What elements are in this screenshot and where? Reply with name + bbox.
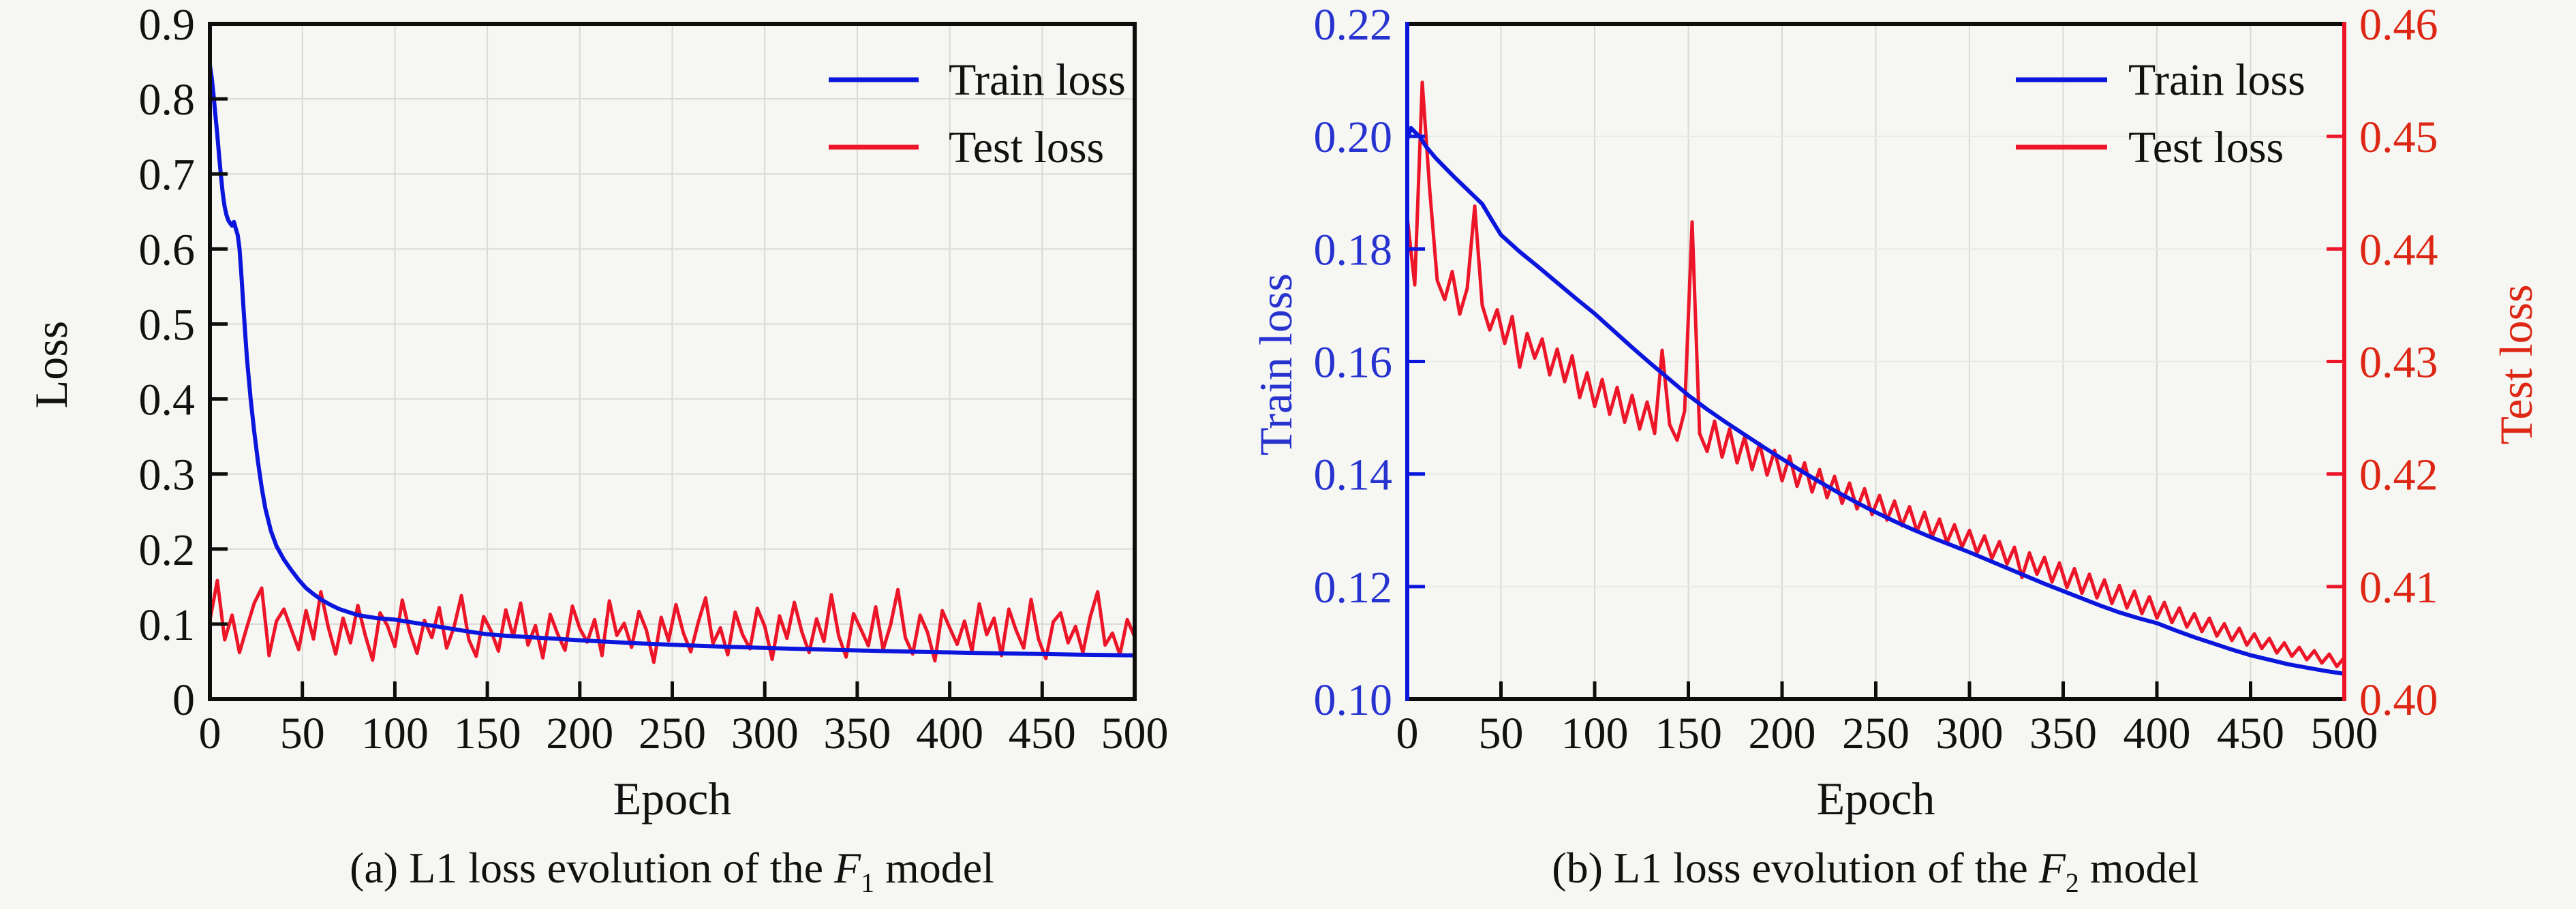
panel-a-caption-suffix: model <box>874 844 994 892</box>
x-tick-label: 150 <box>454 709 521 758</box>
tick-marks <box>210 97 1044 699</box>
tick-marks <box>1407 134 2344 699</box>
x-tick-label: 450 <box>1009 709 1076 758</box>
right-y-tick-label: 0.43 <box>2359 338 2438 388</box>
panel-b-caption-suffix: model <box>2079 844 2199 892</box>
x-tick-label: 50 <box>1479 709 1524 758</box>
x-tick-label: 100 <box>1561 709 1629 758</box>
x-tick-label: 400 <box>916 709 983 758</box>
right-y-tick-label: 0.41 <box>2359 563 2438 613</box>
x-tick-label: 150 <box>1655 709 1722 758</box>
x-tick-label: 300 <box>731 709 799 758</box>
left-y-tick-label: 0.12 <box>1314 563 1393 613</box>
legend: Train loss Test loss <box>829 55 1126 172</box>
legend-label: Test loss <box>2128 123 2284 172</box>
left-y-tick-label: 0.8 <box>139 75 196 125</box>
panel-b-chart: 0 50 100 150 200 250 300 350 400 450 500 0.10 0.12 0.… <box>1314 0 2438 758</box>
x-tick-label: 0 <box>199 709 221 758</box>
panel-b-caption: (b) L1 loss evolution of the F2 model <box>1313 844 2438 897</box>
panel-b-left-y-axis-title: Train loss <box>1250 273 1302 456</box>
legend: Train loss Test loss <box>2016 55 2305 172</box>
right-y-tick-label: 0.45 <box>2359 112 2438 162</box>
tick-labels: 0 50 100 150 200 250 300 350 400 450 500 0 0.1 0.2 0.3… <box>139 0 1169 758</box>
right-y-tick-label: 0.40 <box>2359 675 2438 725</box>
panel-a-caption: (a) L1 loss evolution of the F1 model <box>110 844 1234 897</box>
panel-b-caption-symbol: F <box>2038 844 2066 892</box>
panel-a-x-axis-title: Epoch <box>613 773 732 825</box>
left-y-tick-label: 0.20 <box>1314 112 1393 162</box>
train-loss-line <box>208 63 1137 658</box>
panel-b-caption-prefix: (b) L1 loss evolution of the <box>1552 844 2039 892</box>
left-y-tick-label: 0.4 <box>139 375 196 425</box>
horizontal-gridlines <box>1407 136 2344 587</box>
left-y-tick-label: 0.9 <box>139 0 196 50</box>
panel-a-chart: 0 50 100 150 200 250 300 350 400 450 500 0 0.1 0.2 0.3… <box>139 0 1169 758</box>
x-tick-label: 450 <box>2217 709 2284 758</box>
tick-labels: 0 50 100 150 200 250 300 350 400 450 500 0.10 0.12 0.… <box>1314 0 2438 758</box>
x-tick-label: 50 <box>280 709 325 758</box>
left-y-tick-label: 0.10 <box>1314 675 1393 725</box>
left-y-tick-label: 0.2 <box>139 525 196 575</box>
legend-label: Train loss <box>2128 55 2305 105</box>
x-tick-label: 200 <box>1749 709 1816 758</box>
test-loss-line <box>208 579 1137 664</box>
right-y-tick-label: 0.46 <box>2359 0 2438 50</box>
left-y-tick-label: 0.5 <box>139 300 196 350</box>
test-loss-line <box>1405 80 2346 668</box>
x-tick-label: 400 <box>2123 709 2191 758</box>
x-tick-label: 200 <box>546 709 613 758</box>
panel-b-x-axis-title: Epoch <box>1816 773 1935 825</box>
left-y-tick-label: 0.18 <box>1314 225 1393 275</box>
panel-a-caption-subscript: 1 <box>861 867 874 898</box>
x-tick-label: 350 <box>823 709 891 758</box>
panel-a-caption-prefix: (a) L1 loss evolution of the <box>350 844 835 892</box>
left-y-tick-label: 0.22 <box>1314 0 1393 50</box>
x-tick-label: 0 <box>1396 709 1419 758</box>
left-y-tick-label: 0.16 <box>1314 338 1393 388</box>
right-y-tick-label: 0.42 <box>2359 450 2438 500</box>
left-y-tick-label: 0.1 <box>139 600 196 650</box>
panel-a-y-axis-title: Loss <box>25 320 77 409</box>
x-tick-label: 350 <box>2029 709 2097 758</box>
x-tick-label: 250 <box>639 709 706 758</box>
panel-a-caption-symbol: F <box>834 844 861 892</box>
right-y-tick-label: 0.44 <box>2359 225 2438 275</box>
legend-label: Train loss <box>949 55 1126 105</box>
x-tick-label: 500 <box>1101 709 1169 758</box>
panel-b-caption-subscript: 2 <box>2065 867 2079 898</box>
x-tick-label: 500 <box>2311 709 2378 758</box>
x-tick-label: 250 <box>1842 709 1910 758</box>
left-y-tick-label: 0.7 <box>139 150 196 200</box>
legend-label: Test loss <box>949 123 1104 172</box>
panel-b-right-y-axis-title: Test loss <box>2490 284 2542 445</box>
left-y-tick-label: 0 <box>172 675 195 725</box>
horizontal-gridlines <box>210 98 1135 625</box>
x-tick-label: 100 <box>361 709 429 758</box>
left-y-tick-label: 0.3 <box>139 450 196 500</box>
left-y-tick-label: 0.14 <box>1314 450 1393 500</box>
left-y-tick-label: 0.6 <box>139 225 196 275</box>
x-tick-label: 300 <box>1936 709 2004 758</box>
vertical-gridlines <box>301 24 1043 699</box>
train-loss-line <box>1405 125 2346 676</box>
